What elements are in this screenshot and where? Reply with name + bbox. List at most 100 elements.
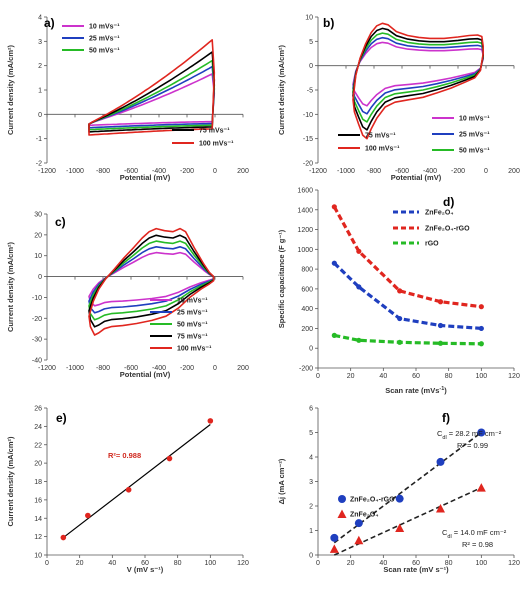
fit-line-blue xyxy=(333,431,482,544)
legend-znfe2o4-label: ZnFe₂O₄ xyxy=(425,210,454,217)
y-tick-label: 20 xyxy=(34,461,42,468)
data-point-circle xyxy=(436,457,445,466)
x-tick-label: 100 xyxy=(475,560,487,567)
y-tick-label: 3 xyxy=(38,39,42,46)
x-tick-label: 0 xyxy=(45,560,49,567)
legend-znfe2o4-rgo-label: ZnFe₂O₄-rGO xyxy=(350,497,395,504)
x-axis-title: Potential (mV) xyxy=(391,173,442,182)
legend-red-label: 100 mVs⁻¹ xyxy=(199,141,234,148)
data-point-blue xyxy=(331,260,337,266)
y-tick-label: 5 xyxy=(309,430,313,437)
legend-black-label: 75 mVs⁻¹ xyxy=(199,128,230,135)
panel-a: -1200 -1000 -800 -600 -400 -200 0 200 -2 -1 0 1 2 3 4 P… xyxy=(6,15,249,183)
cv-curve-red xyxy=(88,39,216,136)
panel-c: -1200 -1000 -800 -600 -400 -200 0 200-40-30-20-… xyxy=(6,212,249,380)
legend-green-label: 50 mVs⁻¹ xyxy=(89,48,120,55)
legend-znfe2o4-label: ZnFe₂O₄ xyxy=(350,512,379,519)
x-tick-label: -200 xyxy=(451,168,465,175)
x-tick-label: -800 xyxy=(96,168,110,175)
y-tick-label: -200 xyxy=(299,366,313,373)
data-point-red xyxy=(397,288,403,294)
y-tick-label: 2 xyxy=(309,504,313,511)
data-point-triangle xyxy=(436,503,445,513)
x-tick-label: 80 xyxy=(445,560,453,567)
x-tick-label: -1000 xyxy=(337,168,355,175)
x-tick-label: 40 xyxy=(108,560,116,567)
x-tick-label: 20 xyxy=(347,560,355,567)
data-point-red xyxy=(478,304,484,310)
data-point-triangle xyxy=(476,483,486,492)
data-point-triangle xyxy=(329,544,339,553)
data-point-red xyxy=(356,248,362,254)
cv-curve-red xyxy=(352,22,484,140)
x-tick-label: 100 xyxy=(204,560,216,567)
data-point xyxy=(125,486,132,493)
x-tick-label: -600 xyxy=(395,168,409,175)
y-tick-label: 4 xyxy=(38,15,42,22)
y-axis-title: Specific capacitance (F g⁻¹) xyxy=(277,229,286,328)
legend-rgo-label: rGO xyxy=(425,241,439,248)
panel-label-f: f) xyxy=(442,411,450,425)
y-tick-label: 400 xyxy=(301,306,313,313)
x-tick-label: -1200 xyxy=(309,168,327,175)
data-point-triangle xyxy=(354,535,364,545)
x-tick-label: 200 xyxy=(508,168,520,175)
legend-znfe2o4-swatch xyxy=(337,509,347,518)
legend-black-label: 75 mVs⁻¹ xyxy=(365,133,396,140)
y-tick-label: 3 xyxy=(309,479,313,486)
cdl-rgo-symbol: C xyxy=(437,429,443,438)
x-axis-title: Scan rate (mVs-1) xyxy=(385,386,447,395)
x-tick-label: 200 xyxy=(237,168,249,175)
legend-blue-label: 25 mVs⁻¹ xyxy=(459,132,490,139)
legend-red-label: 100 mVs⁻¹ xyxy=(177,346,212,353)
cv-curve-magenta xyxy=(88,73,216,127)
x-axis-title: Scan rate (mV s⁻¹) xyxy=(383,565,449,574)
x-tick-label: -1200 xyxy=(38,365,56,372)
cv-curve-magenta xyxy=(352,41,484,107)
data-point-red xyxy=(331,204,337,210)
data-point xyxy=(85,512,91,519)
legend-magenta-label: 10 mVs⁻¹ xyxy=(89,24,120,31)
legend-magenta-label: 10 mVs⁻¹ xyxy=(177,298,208,305)
y-tick-label: -15 xyxy=(303,136,313,143)
data-point-green xyxy=(356,337,362,343)
y-tick-label: 1 xyxy=(309,528,313,535)
x-tick-label: -1200 xyxy=(38,168,56,175)
panel-d: 0 20 40 60 80 100 120-200020040060080010001200… xyxy=(277,188,520,396)
data-point-circle xyxy=(477,428,486,437)
legend-red-label: 100 mVs⁻¹ xyxy=(365,146,400,153)
x-tick-label: 120 xyxy=(237,560,249,567)
cdl-znfe-symbol: C xyxy=(442,528,448,537)
y-axis-title: Current density (mA/cm²) xyxy=(277,44,286,135)
panel-f: 0 20 40 60 80 100 120 0 1 2 3 4 5 6 Scan rate (mV s⁻¹)… xyxy=(277,406,520,575)
x-tick-label: 40 xyxy=(379,560,387,567)
x-axis-title: Potential (mV) xyxy=(120,173,171,182)
legend-magenta-label: 10 mVs⁻¹ xyxy=(459,116,490,123)
y-tick-label: 26 xyxy=(34,406,42,413)
x-tick-label: -1000 xyxy=(66,365,84,372)
y-tick-label: 200 xyxy=(301,326,313,333)
cv-curve-green xyxy=(88,59,216,131)
x-tick-label: 120 xyxy=(508,560,520,567)
legend-znfe2o4-rgo-swatch xyxy=(338,495,346,503)
x-tick-label: -600 xyxy=(124,168,138,175)
panel-e: 0 20 40 60 80 100 120 10 12 14 16 18 20 22 24 26 V (mV s… xyxy=(6,406,249,575)
y-tick-label: 24 xyxy=(34,424,42,431)
y-tick-label: -10 xyxy=(303,112,313,119)
cdl-znfe-value: = 14.0 mF cm⁻² xyxy=(452,528,507,537)
x-tick-label: 200 xyxy=(237,365,249,372)
y-tick-label: 800 xyxy=(301,267,313,274)
x-tick-label: 60 xyxy=(412,560,420,567)
x-tick-label: 0 xyxy=(213,168,217,175)
series-line-blue xyxy=(333,262,482,330)
panel-label-a: a) xyxy=(44,16,55,30)
y-tick-label: 20 xyxy=(34,232,42,239)
x-tick-label: 0 xyxy=(213,365,217,372)
cdl-rgo-annotation: Cdl = 28.2 mF cm⁻² xyxy=(437,429,502,441)
data-point-triangle xyxy=(395,523,405,533)
x-tick-label: 120 xyxy=(508,373,520,380)
y-tick-label: 5 xyxy=(309,39,313,46)
data-point-circle xyxy=(354,519,363,528)
data-point-blue xyxy=(397,315,403,322)
cv-curve-red xyxy=(88,227,215,336)
